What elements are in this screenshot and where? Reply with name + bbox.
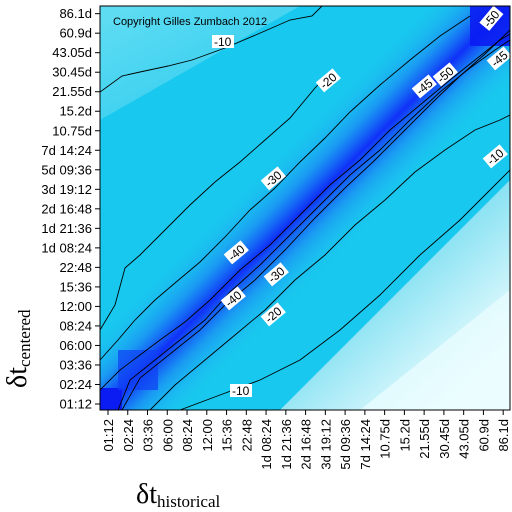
contour-label: -10 — [232, 384, 250, 398]
y-tick-label: 15.2d — [59, 104, 92, 119]
contour-label: -10 — [214, 35, 232, 49]
y-tick-label: 1d 08:24 — [41, 240, 92, 255]
y-axis-subscript: centered — [15, 309, 34, 367]
x-tick-label: 08:24 — [180, 419, 195, 452]
x-axis-title: δthistorical — [136, 479, 221, 511]
y-tick-label: 10.75d — [52, 123, 92, 138]
y-tick-label: 7d 14:24 — [41, 143, 92, 158]
x-tick-label: 2d 16:48 — [299, 419, 314, 470]
x-axis-subscript: historical — [157, 492, 221, 511]
x-tick-label: 43.05d — [457, 419, 472, 459]
plot-frame — [99, 5, 511, 411]
contour-labels: -10 -10 -10 -20 -20 -30 -30 -40 -40 -45 … — [212, 6, 510, 398]
y-axis-symbol: δt — [2, 367, 33, 388]
y-tick-label: 12:00 — [59, 299, 92, 314]
y-tick-label: 06:00 — [59, 338, 92, 353]
y-tick-label: 30.45d — [52, 65, 92, 80]
x-tick-label: 10.75d — [378, 419, 393, 459]
y-tick-label: 86.1d — [59, 6, 92, 21]
x-tick-label: 30.45d — [437, 419, 452, 459]
svg-text:δthistorical: δthistorical — [136, 479, 221, 511]
x-tick-label: 15:36 — [220, 419, 235, 452]
svg-text:δtcentered: δtcentered — [2, 309, 34, 388]
y-tick-label: 5d 09:36 — [41, 162, 92, 177]
y-tick-label: 2d 16:48 — [41, 201, 92, 216]
y-tick-label: 60.9d — [59, 26, 92, 41]
y-tick-label: 02:24 — [59, 377, 92, 392]
y-tick-label: 43.05d — [52, 45, 92, 60]
x-tick-label: 1d 21:36 — [279, 419, 294, 470]
y-tick-label: 01:12 — [59, 397, 92, 412]
y-tick-label: 3d 19:12 — [41, 182, 92, 197]
y-tick-label: 22:48 — [59, 260, 92, 275]
x-tick-label: 15.2d — [397, 419, 412, 452]
y-tick-label: 08:24 — [59, 318, 92, 333]
x-tick-label: 3d 19:12 — [318, 419, 333, 470]
x-tick-label: 21.55d — [417, 419, 432, 459]
x-tick-label: 7d 14:24 — [358, 419, 373, 470]
x-tick-label: 5d 09:36 — [338, 419, 353, 470]
y-tick-label: 03:36 — [59, 357, 92, 372]
x-tick-label: 1d 08:24 — [259, 419, 274, 470]
y-tick-label: 1d 21:36 — [41, 221, 92, 236]
y-tick-label: 15:36 — [59, 279, 92, 294]
x-tick-label: 86.1d — [496, 419, 511, 452]
x-tick-label: 12:00 — [200, 419, 215, 452]
x-axis-symbol: δt — [136, 479, 157, 510]
x-tick-label: 03:36 — [141, 419, 156, 452]
x-tick-label: 60.9d — [476, 419, 491, 452]
x-axis: 01:12 02:24 03:36 06:00 08:24 12:00 15:36 22:48… — [101, 410, 511, 470]
x-tick-label: 01:12 — [101, 419, 116, 452]
x-tick-label: 02:24 — [121, 419, 136, 452]
copyright-text: Copyright Gilles Zumbach 2012 — [113, 16, 267, 28]
y-tick-label: 21.55d — [52, 84, 92, 99]
y-axis: 01:12 02:24 03:36 06:00 08:24 12:00 15:36 22:48… — [41, 6, 100, 412]
heatmap-area: -10 -10 -10 -20 -20 -30 -30 -40 -40 -45 … — [100, 6, 510, 410]
y-axis-title: δtcentered — [2, 309, 34, 388]
x-tick-label: 06:00 — [160, 419, 175, 452]
x-tick-label: 22:48 — [239, 419, 254, 452]
